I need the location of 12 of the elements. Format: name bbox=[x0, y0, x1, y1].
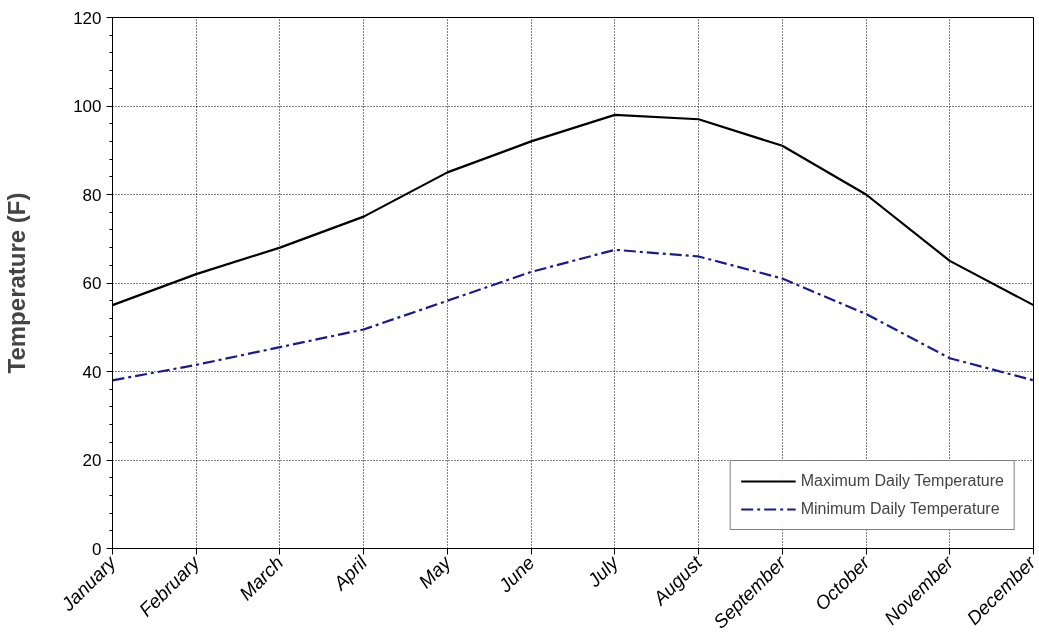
y-tick-label: 80 bbox=[82, 185, 102, 205]
y-tick-label: 40 bbox=[82, 362, 102, 382]
x-tick-label: July bbox=[582, 551, 624, 592]
y-axis-title: Temperature (F) bbox=[3, 192, 31, 374]
y-tick-label: 100 bbox=[73, 97, 102, 116]
legend-label: Minimum Daily Temperature bbox=[800, 500, 1000, 518]
y-tick-label: 0 bbox=[92, 539, 102, 559]
y-tick-label: 60 bbox=[82, 274, 102, 293]
y-tick-label: 120 bbox=[73, 8, 102, 28]
y-tick-label: 20 bbox=[82, 451, 102, 470]
line-series bbox=[112, 248, 1034, 382]
legend-label: Maximum Daily Temperature bbox=[800, 472, 1004, 490]
